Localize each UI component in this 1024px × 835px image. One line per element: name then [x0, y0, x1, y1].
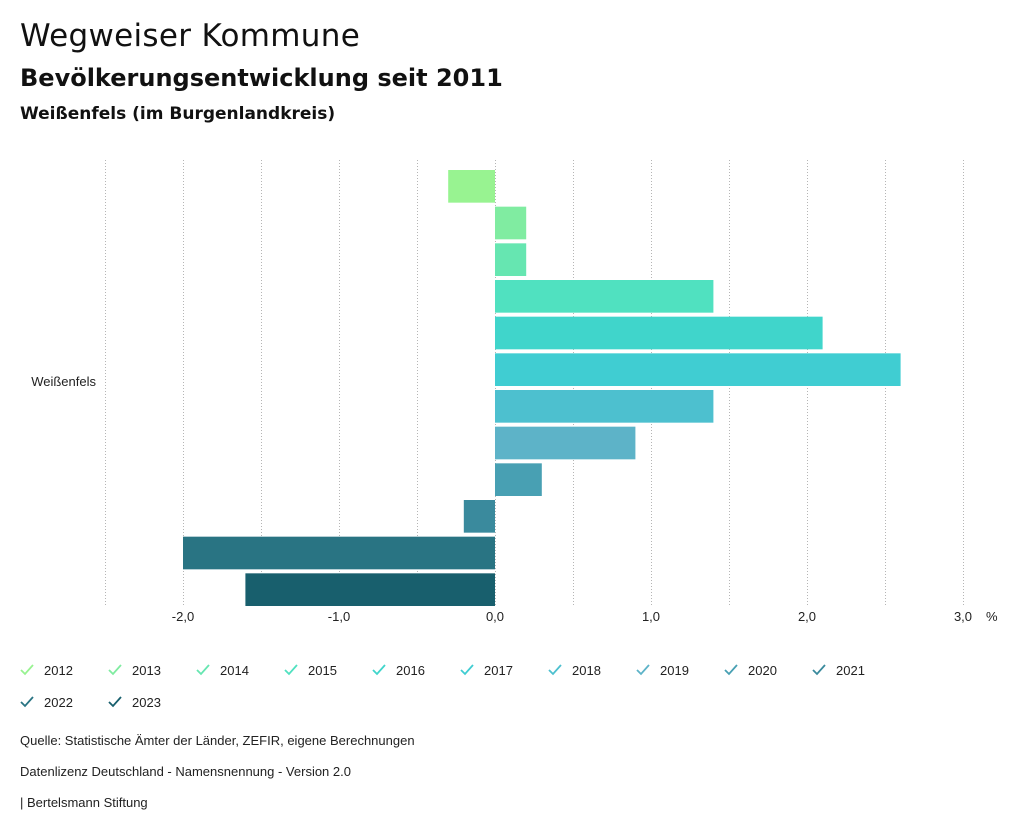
checkmark-icon	[196, 664, 210, 676]
legend-label: 2017	[484, 662, 513, 678]
checkmark-icon	[20, 696, 34, 708]
legend-item-2014[interactable]: 2014	[196, 660, 249, 680]
checkmark-icon	[108, 696, 122, 708]
legend-item-2015[interactable]: 2015	[284, 660, 337, 680]
x-tick-label: 3,0	[954, 609, 972, 624]
legend-label: 2021	[836, 662, 865, 678]
legend-label: 2013	[132, 662, 161, 678]
bar-2012[interactable]	[448, 170, 495, 203]
chart-bars	[183, 170, 901, 606]
bar-2023[interactable]	[245, 573, 495, 606]
x-axis-unit: %	[986, 609, 998, 624]
checkmark-icon	[636, 664, 650, 676]
legend-item-2021[interactable]: 2021	[812, 660, 865, 680]
legend-label: 2020	[748, 662, 777, 678]
bar-2015[interactable]	[495, 280, 714, 313]
bar-2019[interactable]	[495, 426, 636, 460]
legend-label: 2023	[132, 694, 161, 710]
legend-label: 2018	[572, 662, 601, 678]
checkmark-icon	[548, 664, 562, 676]
bar-2016[interactable]	[495, 316, 823, 350]
bar-2017[interactable]	[495, 353, 901, 386]
checkmark-icon	[460, 664, 474, 676]
x-tick-label: 2,0	[798, 609, 816, 624]
publisher-note: | Bertelsmann Stiftung	[20, 795, 148, 810]
legend-item-2018[interactable]: 2018	[548, 660, 601, 680]
legend-label: 2012	[44, 662, 73, 678]
chart-subtitle: Bevölkerungsentwicklung seit 2011	[20, 64, 503, 92]
checkmark-icon	[284, 664, 298, 676]
bar-2020[interactable]	[495, 463, 542, 496]
legend-item-2016[interactable]: 2016	[372, 660, 425, 680]
legend-item-2022[interactable]: 2022	[20, 692, 73, 712]
checkmark-icon	[372, 664, 386, 676]
license-note: Datenlizenz Deutschland - Namensnennung …	[20, 764, 351, 779]
region-title: Weißenfels (im Burgenlandkreis)	[20, 104, 336, 124]
legend-label: 2014	[220, 662, 249, 678]
checkmark-icon	[108, 664, 122, 676]
legend-label: 2015	[308, 662, 337, 678]
checkmark-icon	[812, 664, 826, 676]
legend-label: 2016	[396, 662, 425, 678]
legend-item-2012[interactable]: 2012	[20, 660, 73, 680]
x-axis: -2,0 -1,0 0,0 1,0 2,0 3,0	[172, 609, 972, 624]
x-tick-label: 0,0	[486, 609, 504, 624]
bar-2014[interactable]	[495, 243, 527, 276]
bar-chart: -2,0 -1,0 0,0 1,0 2,0 3,0 Weißenfels %	[31, 160, 998, 624]
x-tick-label: -1,0	[328, 609, 350, 624]
legend-item-2013[interactable]: 2013	[108, 660, 161, 680]
bar-2021[interactable]	[463, 500, 495, 533]
legend-item-2019[interactable]: 2019	[636, 660, 689, 680]
bar-2013[interactable]	[495, 206, 527, 240]
legend-item-2023[interactable]: 2023	[108, 692, 161, 712]
legend-label: 2022	[44, 694, 73, 710]
source-note: Quelle: Statistische Ämter der Länder, Z…	[20, 733, 415, 748]
page-title: Wegweiser Kommune	[20, 18, 361, 54]
bar-2018[interactable]	[495, 390, 714, 423]
bar-2022[interactable]	[183, 536, 495, 570]
legend-label: 2019	[660, 662, 689, 678]
legend-item-2017[interactable]: 2017	[460, 660, 513, 680]
checkmark-icon	[20, 664, 34, 676]
x-tick-label: 1,0	[642, 609, 660, 624]
legend-item-2020[interactable]: 2020	[724, 660, 777, 680]
x-tick-label: -2,0	[172, 609, 194, 624]
checkmark-icon	[724, 664, 738, 676]
category-label: Weißenfels	[31, 374, 96, 389]
